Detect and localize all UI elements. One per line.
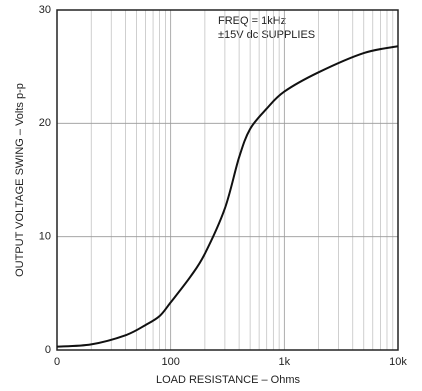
x-tick-label: 10k	[389, 356, 407, 368]
data-line	[56, 45, 399, 348]
y-tick-label: 0	[45, 344, 51, 356]
y-axis-label: OUTPUT VOLTAGE SWING – Volts p-p	[14, 83, 26, 277]
plot-frame	[56, 9, 399, 351]
annotation: FREQ = 1kHz	[218, 15, 286, 27]
y-tick-label: 10	[39, 231, 51, 243]
y-tick-label: 20	[39, 117, 51, 129]
x-tick-label: 0	[54, 356, 60, 368]
x-axis-label: LOAD RESISTANCE – Ohms	[156, 374, 301, 386]
y-tick-label: 30	[39, 4, 51, 16]
x-tick-label: 1k	[279, 356, 291, 368]
x-tick-label: 100	[161, 356, 179, 368]
